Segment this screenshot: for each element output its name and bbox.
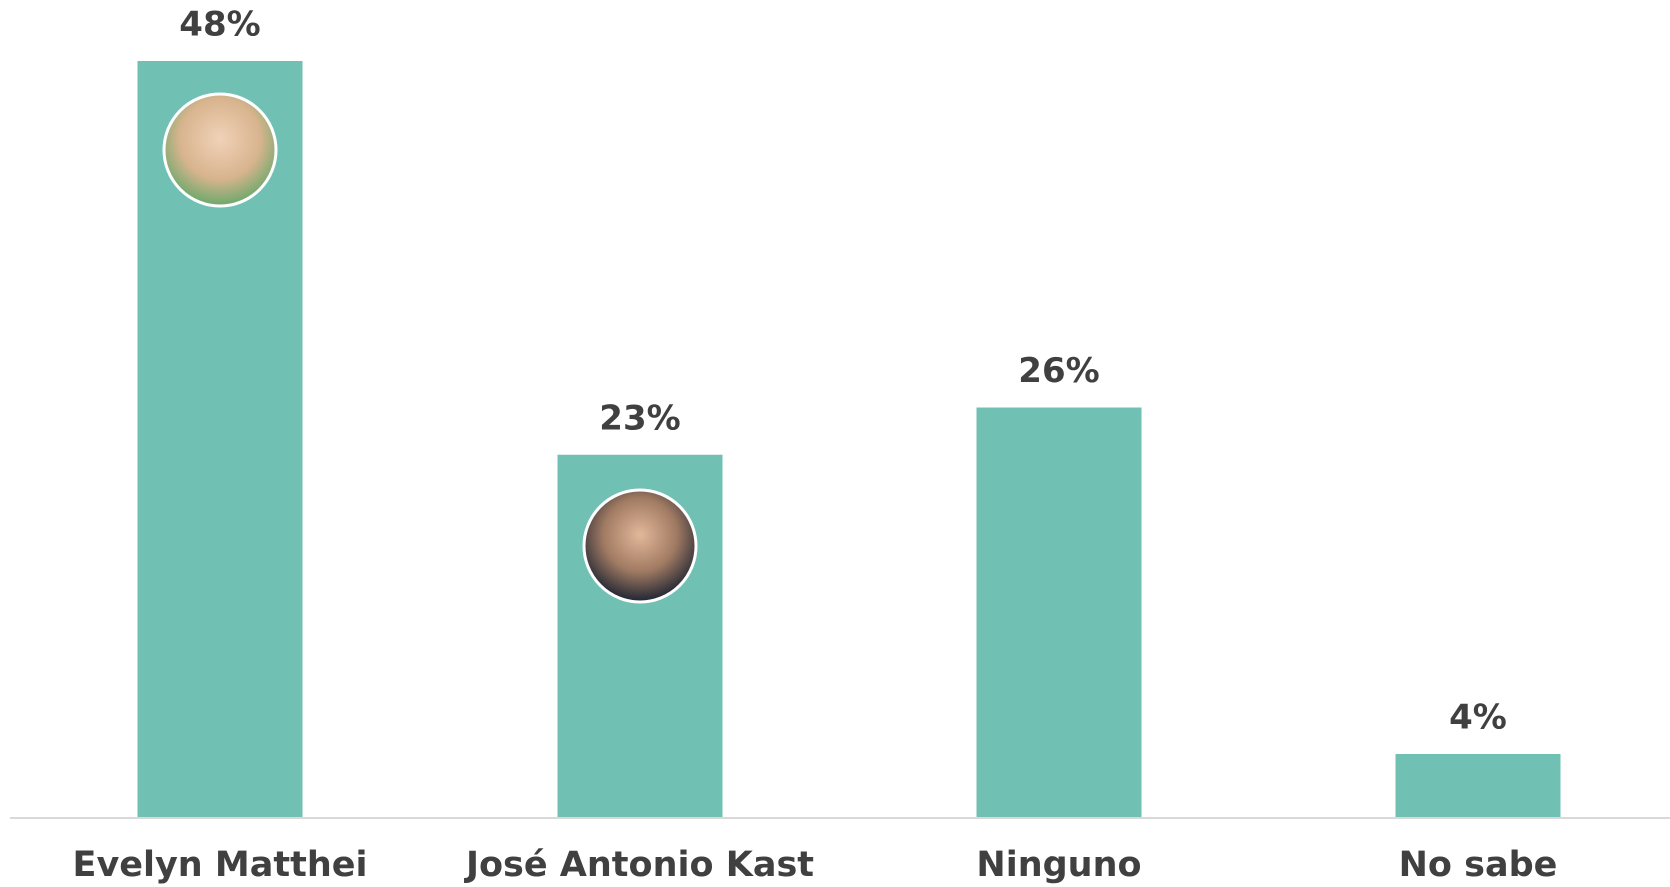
x-tick-label: No sabe bbox=[1399, 845, 1558, 885]
bar bbox=[1395, 754, 1561, 817]
value-label: 4% bbox=[1449, 698, 1507, 738]
bar bbox=[976, 407, 1142, 817]
candidate-photo bbox=[582, 488, 698, 604]
x-tick-label: Ninguno bbox=[976, 845, 1141, 885]
bars bbox=[137, 61, 1561, 817]
value-label: 26% bbox=[1018, 351, 1099, 391]
x-tick-label: Evelyn Matthei bbox=[73, 845, 368, 885]
value-label: 48% bbox=[179, 5, 260, 45]
x-tick-label: José Antonio Kast bbox=[464, 845, 814, 885]
value-label: 23% bbox=[599, 398, 680, 438]
candidate-photo bbox=[162, 92, 278, 208]
